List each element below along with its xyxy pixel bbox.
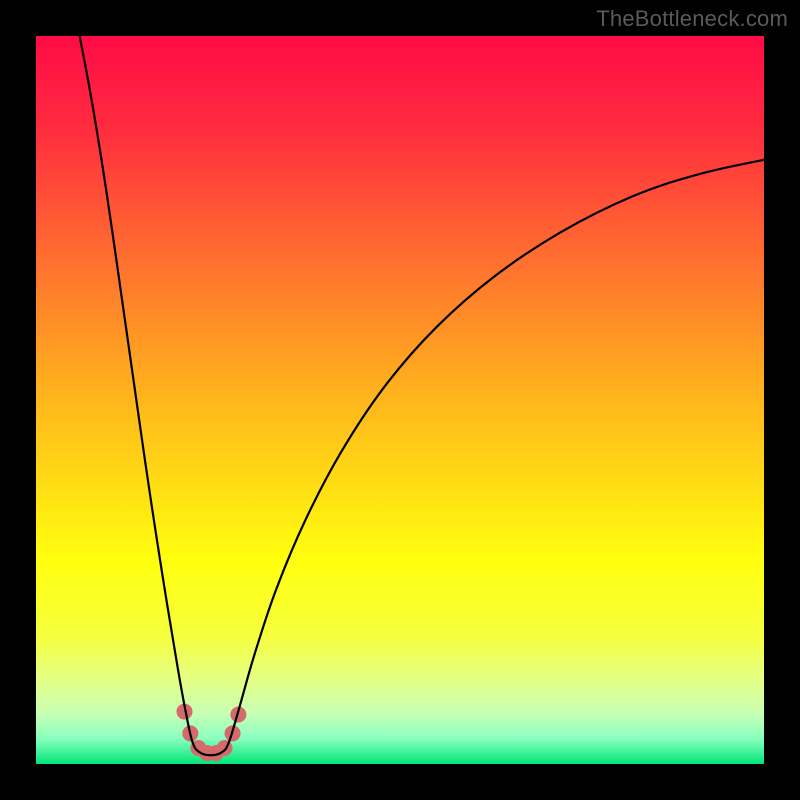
plot-background — [36, 36, 764, 764]
bottleneck-chart — [0, 0, 800, 800]
watermark-text: TheBottleneck.com — [596, 6, 788, 32]
chart-container — [0, 0, 800, 800]
